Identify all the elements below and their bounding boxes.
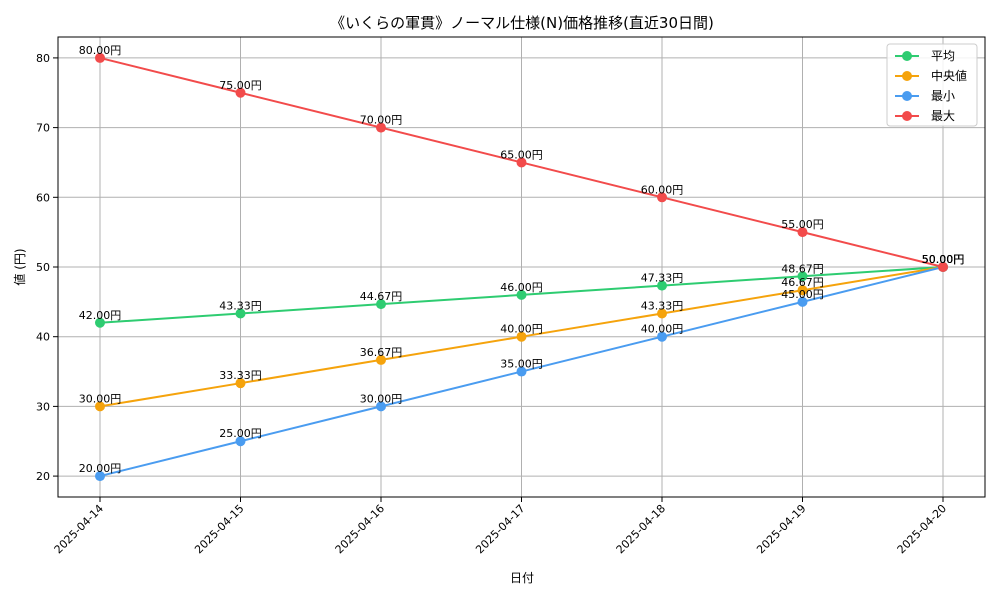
legend-label: 平均	[931, 49, 955, 63]
data-label: 42.00円	[79, 309, 122, 322]
data-label: 45.00円	[781, 288, 824, 301]
data-point	[376, 299, 386, 310]
data-label: 40.00円	[500, 323, 543, 336]
y-tick-label: 50	[36, 261, 50, 274]
data-label: 44.67円	[360, 290, 403, 303]
data-point	[657, 308, 667, 319]
y-tick-label: 80	[36, 52, 50, 65]
data-point	[516, 331, 527, 342]
data-point	[657, 192, 667, 203]
legend-label: 中央値	[931, 68, 967, 83]
data-label: 50.00円	[922, 253, 965, 266]
data-point	[797, 285, 808, 296]
data-point	[516, 157, 527, 168]
data-label: 43.33円	[641, 299, 684, 312]
data-point	[657, 280, 667, 291]
legend-marker	[902, 111, 912, 121]
x-tick-label: 2025-04-17	[473, 502, 527, 556]
data-point	[657, 331, 667, 342]
data-point	[376, 354, 386, 365]
data-label: 46.67円	[781, 276, 824, 289]
data-label: 60.00円	[641, 183, 684, 196]
data-label: 30.00円	[79, 392, 122, 405]
data-point	[95, 52, 105, 63]
data-label: 47.33円	[641, 272, 684, 285]
chart-title: 《いくらの軍貫》ノーマル仕様(N)価格推移(直近30日間)	[330, 14, 714, 32]
y-tick-label: 30	[36, 400, 50, 413]
x-tick-label: 2025-04-16	[333, 502, 387, 556]
y-tick-label: 70	[36, 122, 50, 135]
data-point	[235, 378, 246, 389]
y-tick-label: 60	[36, 191, 50, 204]
data-label: 20.00円	[79, 462, 122, 475]
data-label: 50.00円	[922, 253, 965, 266]
data-label: 50.00円	[922, 253, 965, 266]
legend-label: 最小	[931, 89, 955, 103]
data-label: 40.00円	[641, 323, 684, 336]
x-tick-label: 2025-04-15	[192, 502, 246, 556]
legend-box	[886, 43, 978, 127]
data-point	[516, 366, 527, 377]
data-point	[516, 289, 527, 300]
data-point	[797, 271, 808, 282]
data-label: 80.00円	[79, 44, 122, 57]
y-axis-label: 値 (円)	[12, 248, 27, 285]
x-tick-label: 2025-04-19	[754, 502, 808, 556]
legend-label: 最大	[931, 109, 955, 123]
legend-marker	[902, 71, 912, 81]
data-point	[797, 227, 808, 238]
series-layer	[95, 52, 948, 482]
x-tick-label: 2025-04-18	[614, 502, 668, 556]
x-tick-label: 2025-04-14	[52, 502, 106, 556]
data-label: 55.00円	[781, 218, 824, 231]
data-point	[376, 401, 386, 412]
data-point	[235, 87, 246, 98]
x-tick-label: 2025-04-20	[895, 502, 949, 556]
legend-marker	[902, 91, 912, 101]
data-label: 48.67円	[781, 262, 824, 275]
data-point	[376, 122, 386, 133]
data-label: 43.33円	[219, 299, 262, 312]
data-point	[235, 436, 246, 447]
data-point	[235, 308, 246, 319]
y-tick-label: 20	[36, 470, 50, 483]
data-label: 36.67円	[360, 346, 403, 359]
data-point	[95, 401, 105, 412]
data-labels: 42.00円 43.33円 44.67円 46.00円 47.33円 48.67円 50.0…	[79, 44, 965, 475]
data-point	[938, 262, 948, 272]
data-point	[95, 471, 105, 482]
data-point	[95, 317, 105, 328]
data-label: 50.00円	[922, 253, 965, 266]
legend-marker	[902, 51, 912, 61]
data-label: 75.00円	[219, 79, 262, 92]
x-axis-label: 日付	[510, 571, 534, 585]
data-label: 35.00円	[500, 358, 543, 371]
grid-lines	[58, 37, 985, 497]
data-label: 46.00円	[500, 281, 543, 294]
data-label: 25.00円	[219, 427, 262, 440]
data-point	[797, 296, 808, 307]
data-label: 70.00円	[360, 114, 403, 127]
data-label: 30.00円	[360, 392, 403, 405]
y-tick-label: 40	[36, 331, 50, 344]
data-label: 65.00円	[500, 148, 543, 161]
data-label: 33.33円	[219, 369, 262, 382]
